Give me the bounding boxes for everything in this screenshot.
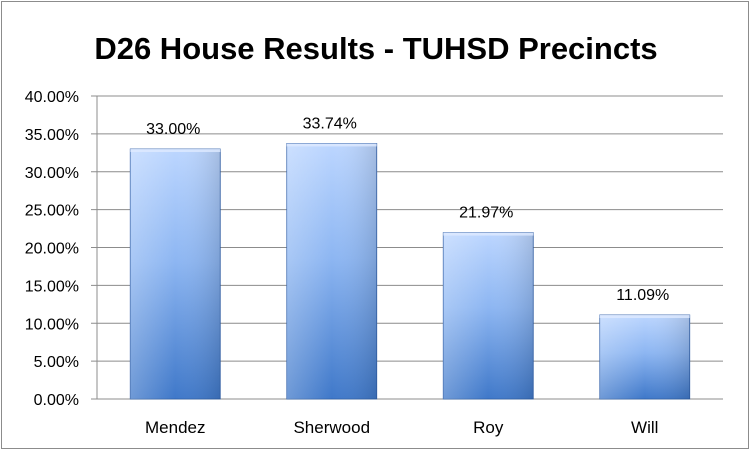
data-label: 33.74%: [303, 115, 357, 132]
x-category-label: Sherwood: [293, 418, 370, 437]
x-axis-categories: Mendez Sherwood Roy Will: [145, 418, 658, 437]
x-category-label: Mendez: [145, 418, 205, 437]
x-category-label: Roy: [473, 418, 504, 437]
chart-title: D26 House Results - TUHSD Precincts: [94, 31, 657, 66]
y-axis-ticks: 0.00% 5.00% 10.00% 15.00% 20.00% 25.00% 30.00%…: [25, 89, 79, 409]
data-labels: 33.00% 33.74% 21.97% 11.09%: [146, 115, 669, 304]
bar-shading: [286, 143, 377, 399]
bar-top-highlight: [443, 232, 534, 236]
y-tick-label: 10.00%: [25, 316, 79, 333]
data-label: 21.97%: [459, 205, 513, 222]
y-tick-label: 40.00%: [25, 89, 79, 106]
bars: [129, 143, 691, 400]
bar-top-highlight: [599, 314, 690, 318]
bar-top-highlight: [286, 143, 377, 147]
x-category-label: Will: [631, 418, 658, 437]
y-tick-label: 5.00%: [34, 354, 79, 371]
y-tick-label: 15.00%: [25, 278, 79, 295]
y-tick-label: 30.00%: [25, 165, 79, 182]
bar-shading: [130, 149, 221, 399]
data-label: 33.00%: [146, 121, 200, 138]
y-tick-label: 35.00%: [25, 127, 79, 144]
bar-top-highlight: [130, 149, 221, 153]
bar-shading: [599, 314, 690, 399]
data-label: 11.09%: [616, 287, 669, 304]
y-tick-label: 0.00%: [34, 392, 79, 409]
bar-shading: [443, 232, 534, 399]
y-tick-label: 25.00%: [25, 203, 79, 220]
y-tick-label: 20.00%: [25, 241, 79, 258]
